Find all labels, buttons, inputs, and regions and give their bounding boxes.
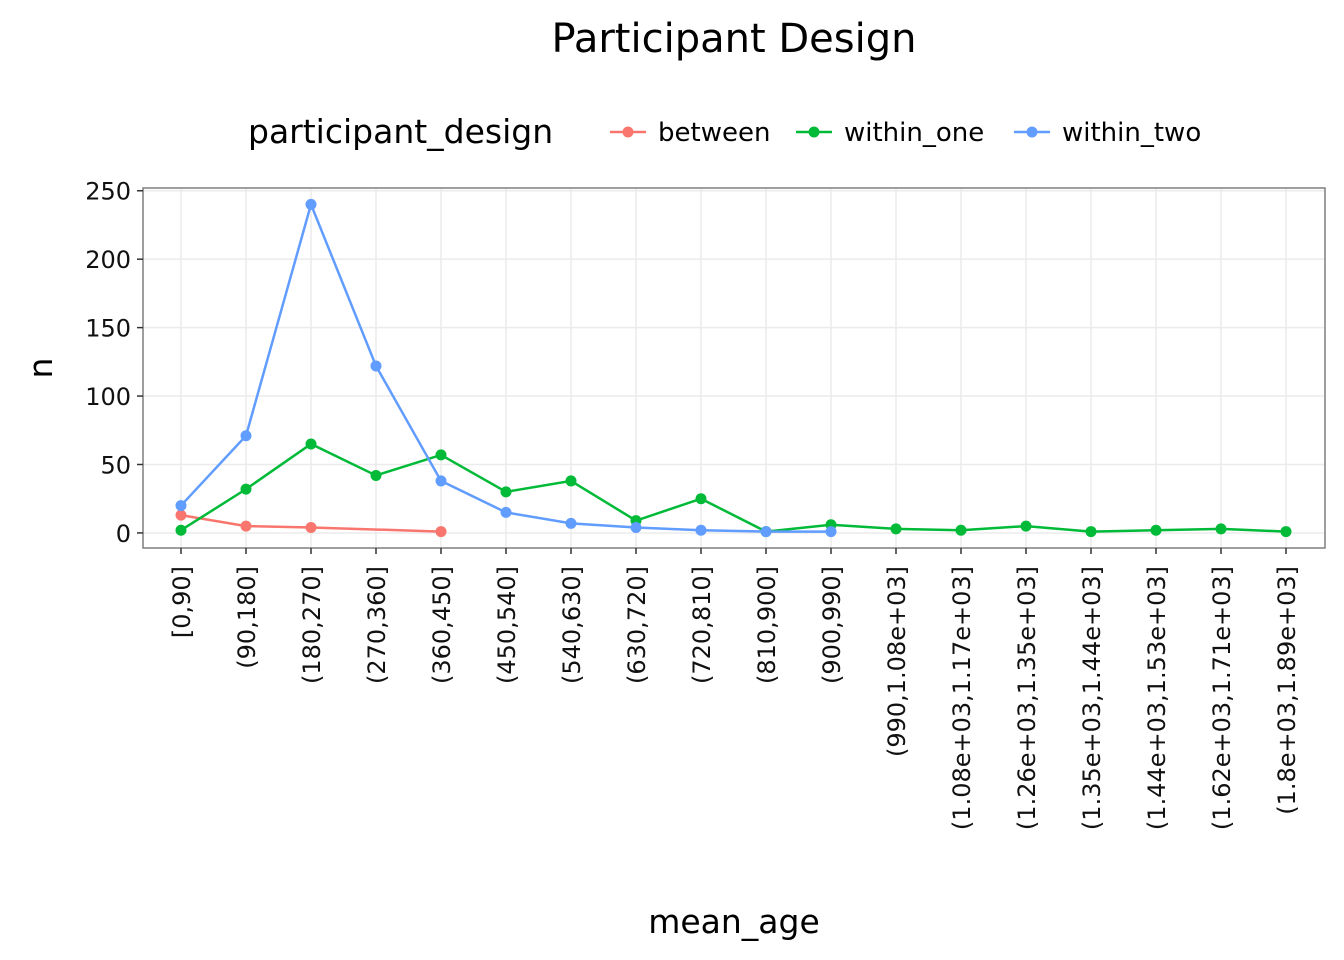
x-tick-label: (450,540] bbox=[493, 566, 521, 684]
legend-key-point bbox=[1026, 126, 1038, 138]
data-point-between bbox=[435, 526, 447, 538]
x-tick-label: (360,450] bbox=[428, 566, 456, 684]
x-tick-label: (810,900] bbox=[753, 566, 781, 684]
x-tick-label: (720,810] bbox=[688, 566, 716, 684]
legend-title: participant_design bbox=[248, 112, 553, 151]
y-tick-label: 100 bbox=[85, 383, 131, 411]
series-line-within_one bbox=[180, 442, 1287, 533]
legend-key-point bbox=[622, 126, 634, 138]
data-point-within_two bbox=[305, 198, 317, 210]
y-tick-label: 150 bbox=[85, 315, 131, 343]
data-point-within_two bbox=[370, 360, 382, 372]
data-point-within_two bbox=[565, 517, 577, 529]
x-tick-label: (1.26e+03,1.35e+03] bbox=[1013, 566, 1041, 830]
data-point-within_one bbox=[240, 483, 252, 495]
series-between bbox=[175, 509, 447, 538]
legend-label: within_two bbox=[1062, 118, 1201, 148]
x-tick-label: (1.44e+03,1.53e+03] bbox=[1143, 566, 1171, 830]
data-point-within_one bbox=[695, 493, 707, 505]
x-tick-label: (1.08e+03,1.17e+03] bbox=[948, 566, 976, 830]
x-tick-label: (1.8e+03,1.89e+03] bbox=[1273, 566, 1301, 815]
x-tick-label: (90,180] bbox=[233, 566, 261, 669]
series-layer bbox=[175, 198, 1292, 538]
data-point-within_two bbox=[630, 521, 642, 533]
y-tick-label: 50 bbox=[100, 452, 131, 480]
x-tick-label: (990,1.08e+03] bbox=[883, 566, 911, 757]
data-point-within_one bbox=[370, 469, 382, 481]
data-point-within_one bbox=[1020, 520, 1032, 532]
legend-item-between: between bbox=[610, 118, 770, 148]
x-axis: [0,90] (90,180] (180,270] (270,360] (360,450… bbox=[168, 548, 1301, 830]
data-point-within_two bbox=[500, 506, 512, 518]
data-point-within_one bbox=[890, 523, 902, 535]
legend-key-point bbox=[808, 126, 820, 138]
x-tick-label: (630,720] bbox=[623, 566, 651, 684]
data-point-within_two bbox=[240, 430, 252, 442]
data-point-within_two bbox=[435, 475, 447, 487]
data-point-within_one bbox=[565, 475, 577, 487]
y-axis: 0 50 100 150 200 250 bbox=[85, 178, 143, 548]
x-tick-label: (1.35e+03,1.44e+03] bbox=[1078, 566, 1106, 830]
y-tick-label: 0 bbox=[116, 520, 131, 548]
series-within_one bbox=[175, 438, 1292, 538]
series-line-between bbox=[180, 513, 442, 533]
data-point-within_one bbox=[435, 449, 447, 461]
legend-label: between bbox=[658, 118, 770, 148]
legend-item-within_two: within_two bbox=[1014, 118, 1201, 148]
x-tick-label: (900,990] bbox=[818, 566, 846, 684]
legend-label: within_one bbox=[844, 118, 984, 148]
x-axis-title: mean_age bbox=[648, 902, 820, 941]
x-tick-label: (1.62e+03,1.71e+03] bbox=[1208, 566, 1236, 830]
data-point-within_two bbox=[760, 526, 772, 538]
data-point-within_two bbox=[695, 524, 707, 536]
data-point-between bbox=[175, 509, 187, 521]
data-point-within_one bbox=[175, 524, 187, 536]
data-point-between bbox=[240, 520, 252, 532]
legend: participant_design between within_one withi… bbox=[248, 112, 1201, 151]
data-point-within_two bbox=[825, 526, 837, 538]
x-tick-label: (540,630] bbox=[558, 566, 586, 684]
x-tick-label: (270,360] bbox=[363, 566, 391, 684]
data-point-within_one bbox=[1280, 526, 1292, 538]
y-axis-title: n bbox=[21, 358, 60, 379]
data-point-within_one bbox=[1085, 526, 1097, 538]
chart-title: Participant Design bbox=[552, 16, 917, 62]
plot-panel bbox=[142, 187, 1326, 549]
data-point-within_one bbox=[305, 438, 317, 450]
x-tick-label: [0,90] bbox=[168, 566, 196, 638]
series-within_two bbox=[175, 198, 837, 538]
data-point-within_one bbox=[1150, 524, 1162, 536]
data-point-within_two bbox=[175, 500, 187, 512]
x-tick-label: (180,270] bbox=[298, 566, 326, 684]
y-tick-label: 200 bbox=[85, 246, 131, 274]
gridlines bbox=[143, 188, 1325, 548]
y-tick-label: 250 bbox=[85, 178, 131, 206]
data-point-within_one bbox=[955, 524, 967, 536]
data-point-between bbox=[305, 521, 317, 533]
data-point-within_one bbox=[1215, 523, 1227, 535]
legend-item-within_one: within_one bbox=[796, 118, 984, 148]
data-point-within_one bbox=[500, 486, 512, 498]
